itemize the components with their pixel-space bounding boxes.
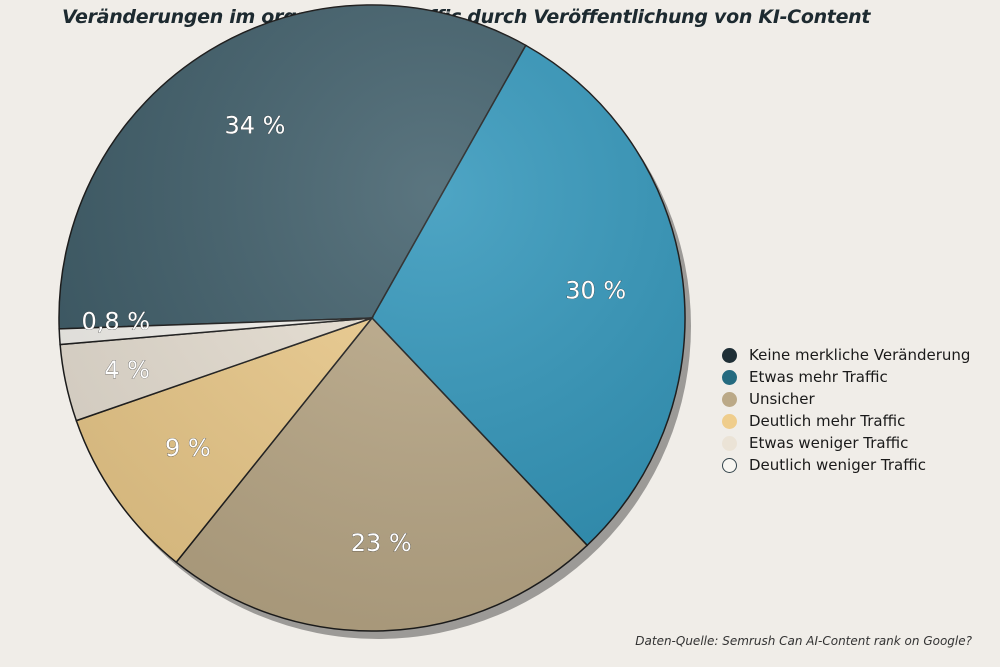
legend-item: Keine merkliche Veränderung <box>722 344 970 366</box>
legend-label: Deutlich mehr Traffic <box>749 412 906 430</box>
slice-label-5: 0,8 % <box>81 307 150 335</box>
legend-swatch <box>722 347 737 363</box>
slice-label-0: 34 % <box>224 111 285 139</box>
legend-swatch <box>722 413 737 429</box>
legend-label: Keine merkliche Veränderung <box>749 346 971 364</box>
legend-label: Etwas mehr Traffic <box>749 368 888 386</box>
legend-label: Etwas weniger Traffic <box>749 434 909 452</box>
slice-label-3: 9 % <box>165 434 211 462</box>
legend-item: Etwas weniger Traffic <box>722 432 970 454</box>
legend-item: Etwas mehr Traffic <box>722 366 970 388</box>
legend-label: Deutlich weniger Traffic <box>749 456 926 474</box>
slice-label-2: 23 % <box>351 529 412 557</box>
source-note: Daten-Quelle: Semrush Can AI-Content ran… <box>635 634 972 648</box>
legend-item: Deutlich weniger Traffic <box>722 454 970 476</box>
legend-item: Unsicher <box>722 388 970 410</box>
legend-swatch <box>722 435 737 451</box>
legend-swatch <box>722 457 737 473</box>
slice-label-1: 30 % <box>565 277 626 305</box>
legend-swatch <box>722 391 737 407</box>
legend: Keine merkliche Veränderung Etwas mehr Tr… <box>722 344 970 476</box>
slice-label-4: 4 % <box>104 356 150 384</box>
legend-item: Deutlich mehr Traffic <box>722 410 970 432</box>
legend-swatch <box>722 369 737 385</box>
legend-label: Unsicher <box>749 390 815 408</box>
